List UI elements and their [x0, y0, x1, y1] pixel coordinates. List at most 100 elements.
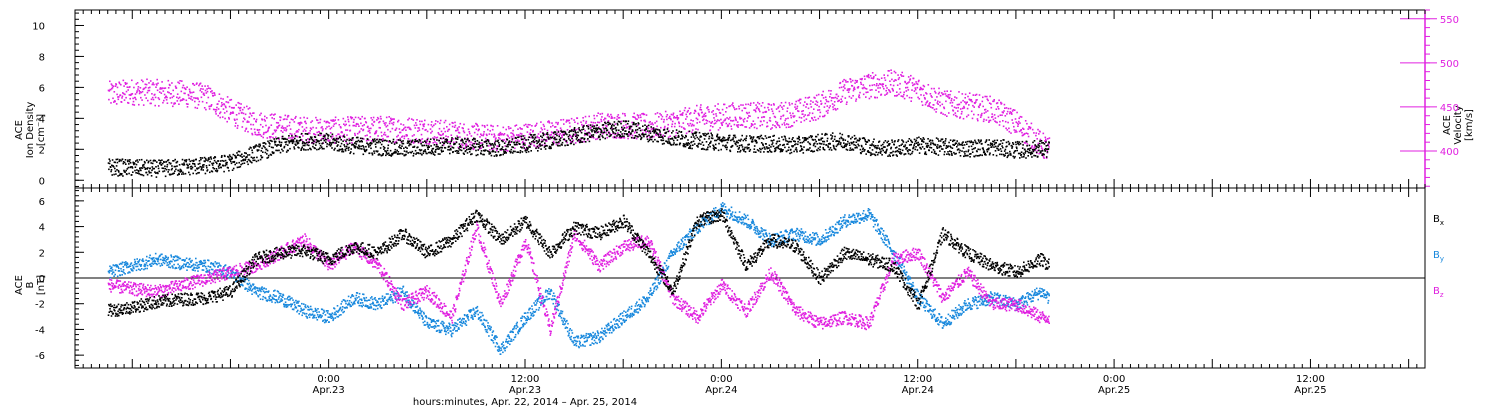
data-point [153, 168, 155, 170]
data-point [237, 167, 239, 169]
data-point [889, 155, 891, 157]
data-point [860, 153, 862, 155]
data-point [137, 88, 139, 90]
data-point [266, 153, 268, 155]
data-point [874, 147, 876, 149]
data-point [517, 141, 519, 143]
data-point [370, 117, 372, 119]
data-point [238, 166, 240, 168]
data-point [750, 104, 752, 106]
data-point [109, 81, 111, 83]
data-point [646, 136, 648, 138]
data-point [894, 95, 896, 97]
data-point [133, 87, 135, 89]
data-point [291, 139, 293, 141]
data-point [522, 139, 524, 141]
data-point [449, 153, 451, 155]
data-point [944, 143, 946, 145]
data-point [238, 162, 240, 164]
data-point [722, 109, 724, 111]
data-point [444, 143, 446, 145]
data-point [540, 148, 542, 150]
data-point [242, 121, 244, 123]
data-point [334, 123, 336, 125]
data-point [860, 149, 862, 151]
data-point [933, 88, 935, 90]
data-point [111, 174, 113, 176]
data-point [459, 143, 461, 145]
data-point [627, 127, 629, 129]
data-point [934, 151, 936, 153]
data-point [488, 141, 490, 143]
data-point [507, 136, 509, 138]
data-point [815, 146, 817, 148]
data-point [136, 90, 138, 92]
data-point [456, 142, 458, 144]
data-point [690, 119, 692, 121]
data-point [517, 139, 519, 141]
data-point [885, 85, 887, 87]
data-point [1019, 141, 1021, 143]
data-point [716, 121, 718, 123]
data-point [788, 124, 790, 126]
data-point [533, 140, 535, 142]
top-right-tick-label: 450 [1440, 103, 1459, 114]
data-point [372, 119, 374, 121]
data-point [993, 101, 995, 103]
data-point [507, 139, 509, 141]
data-point [339, 137, 341, 139]
data-point [859, 138, 861, 140]
data-point [1020, 143, 1022, 145]
data-point [151, 175, 153, 177]
data-point [206, 165, 208, 167]
data-point [584, 138, 586, 140]
data-point [968, 149, 970, 151]
data-point [313, 141, 315, 143]
data-point [958, 148, 960, 150]
data-point [692, 120, 694, 122]
data-point [704, 123, 706, 125]
data-point [202, 157, 204, 159]
data-point [519, 140, 521, 142]
data-point [239, 103, 241, 105]
data-point [535, 148, 537, 150]
data-point [531, 134, 533, 136]
data-point [147, 174, 149, 176]
data-point [184, 164, 186, 166]
data-point [540, 145, 542, 147]
data-point [329, 142, 331, 144]
data-point [489, 149, 491, 151]
data-point [810, 100, 812, 102]
data-point [515, 144, 517, 146]
data-point [853, 149, 855, 151]
data-point [366, 122, 368, 124]
data-point [864, 138, 866, 140]
data-point [673, 140, 675, 142]
data-point [455, 138, 457, 140]
data-point [846, 143, 848, 145]
data-point [849, 144, 851, 146]
data-point [822, 91, 824, 93]
data-point [307, 117, 309, 119]
data-point [123, 163, 125, 165]
data-point [905, 144, 907, 146]
data-point [770, 146, 772, 148]
data-point [778, 138, 780, 140]
data-point [298, 129, 300, 131]
data-point [932, 107, 934, 109]
data-point [529, 146, 531, 148]
data-point [927, 143, 929, 145]
data-point [856, 98, 858, 100]
data-point [587, 138, 589, 140]
data-point [887, 75, 889, 77]
data-point [247, 161, 249, 163]
data-point [372, 154, 374, 156]
data-point [331, 137, 333, 139]
data-point [740, 150, 742, 152]
data-point [136, 164, 138, 166]
data-point [986, 139, 988, 141]
data-point [422, 145, 424, 147]
data-point [887, 92, 889, 94]
data-point [697, 146, 699, 148]
data-point [933, 149, 935, 151]
